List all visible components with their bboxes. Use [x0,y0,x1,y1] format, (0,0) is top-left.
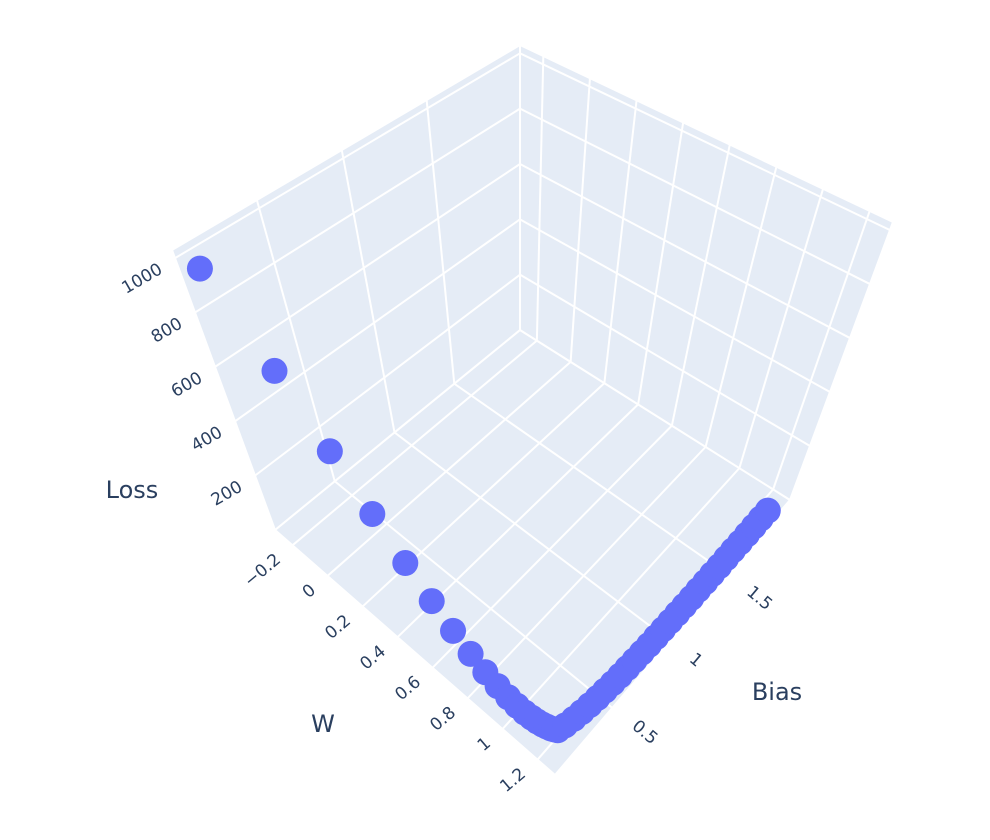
x-tick-label: 0.2 [321,611,355,644]
grid-line [501,467,741,730]
x-tick-label: 0.4 [356,642,390,675]
grid-line [670,144,731,426]
grid-line [194,107,521,314]
grid-line [466,446,707,700]
x-tick-label: 1 [474,733,495,755]
grid-line [174,52,521,260]
grid-line [425,99,456,384]
point [359,500,386,527]
grid-line [393,431,671,642]
grid-line [535,56,545,341]
y-tick-label: 1 [685,649,706,671]
grid-line [519,218,831,393]
grid-line [519,107,871,285]
grid-line [704,166,778,448]
grid-line [431,424,673,669]
point [186,255,213,282]
grid-line [772,210,871,490]
x-tick-label: 0.8 [426,703,460,736]
grid-line [254,273,521,477]
point [457,640,484,667]
y-axis-title: Bias [752,678,802,706]
z-tick-label: 400 [188,423,226,457]
grid-line [519,52,891,231]
grid-line [255,199,336,482]
grid-line [291,339,538,547]
grid-line [603,100,638,384]
grid-line [453,382,728,575]
point [754,497,781,524]
grid-line [326,361,572,577]
grid-line [637,122,685,405]
x-tick-label: 0.6 [391,672,425,705]
y-tick-label: 0.5 [628,716,662,749]
grid-line [738,188,825,469]
grid-line [234,218,521,423]
point [440,617,467,644]
z-tick-label: 200 [208,477,246,511]
grid-line [214,163,521,368]
point [261,357,288,384]
z-tick-label: 600 [168,368,206,402]
point [316,438,343,465]
z-tick-label: 800 [148,314,186,348]
y-tick-label: 1.5 [743,582,777,615]
z-axis-title: Loss [106,476,159,504]
point [392,550,419,577]
grid-line [340,149,396,433]
point [418,588,445,615]
z-tick-label: 1000 [119,259,166,298]
grid-line [519,163,851,339]
x-tick-label: 1.2 [496,764,530,797]
x-tick-label: 0 [299,580,320,602]
x-axis-title: W [311,710,335,738]
x-tick-label: −0.2 [240,550,284,592]
grid-line [519,273,811,447]
right-wall [519,43,895,502]
grid-line [569,78,591,362]
walls [170,43,895,777]
